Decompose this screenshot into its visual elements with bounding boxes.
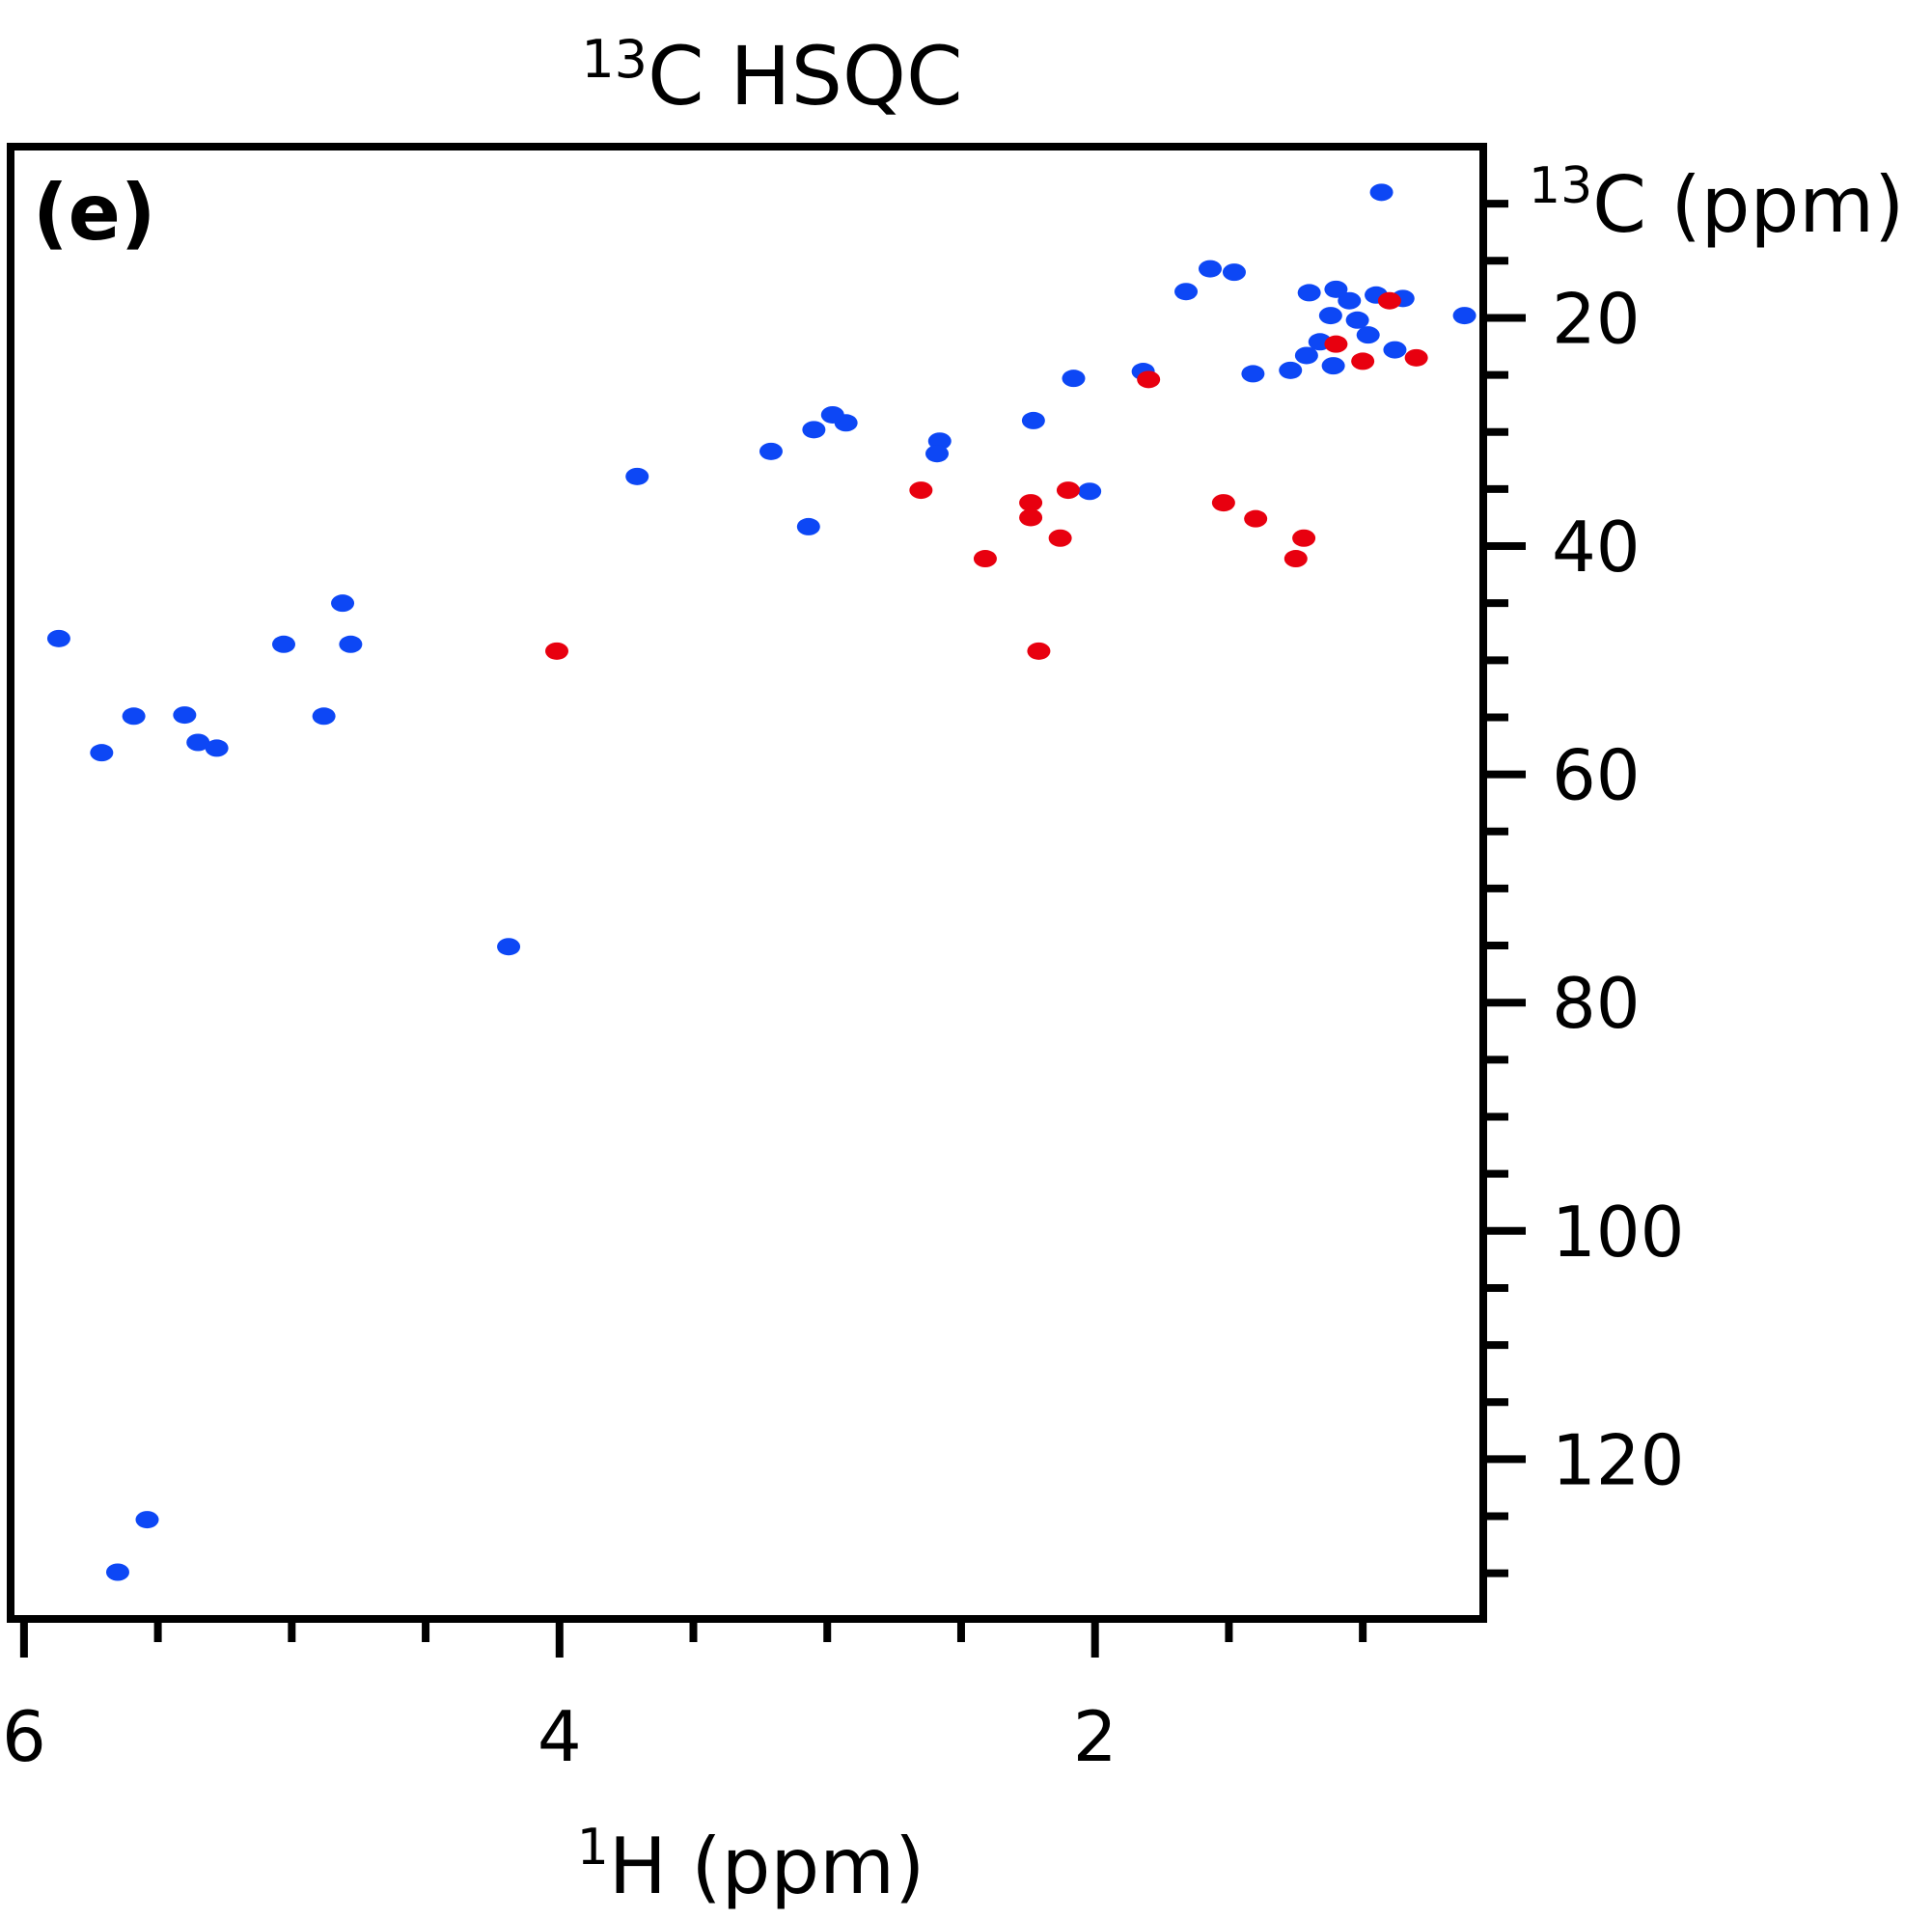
positive-peak (625, 467, 649, 485)
positive-peak (186, 733, 210, 752)
positive-peak (820, 405, 844, 424)
positive-peak (173, 706, 197, 725)
y-axis: 20 40 60 80 100 120 (1483, 200, 1684, 1577)
positive-peak (105, 1563, 129, 1581)
positive-peak (802, 421, 826, 439)
negative-peak (1324, 335, 1348, 353)
negative-peak (1211, 494, 1235, 512)
positive-peak (1021, 411, 1045, 429)
negative-peak (1351, 352, 1375, 370)
positive-peak (1279, 361, 1303, 379)
chart-title-sup: 13 (581, 29, 648, 90)
negative-peak (1019, 494, 1043, 512)
chart-title-main: C HSQC (648, 29, 963, 123)
positive-peak (90, 744, 114, 762)
positive-peak (1369, 183, 1394, 202)
positive-peak (122, 707, 146, 726)
negative-peak (1048, 529, 1072, 547)
negative-peak (1292, 529, 1316, 547)
positive-peak (1062, 370, 1086, 388)
positive-peak (796, 517, 820, 535)
positive-peak (1318, 307, 1342, 325)
positive-peak (497, 938, 521, 956)
panel-label: (e) (33, 168, 155, 258)
chart-title: 13C HSQC (581, 29, 962, 123)
positive-peak (1383, 341, 1407, 359)
positive-peak (1297, 284, 1321, 302)
positive-peak (312, 707, 336, 726)
negative-peak (909, 481, 933, 500)
negative-peak (1283, 550, 1308, 568)
y-axis-label-main: C (ppm) (1592, 160, 1904, 250)
positive-peak (1078, 482, 1102, 501)
positive-peak (331, 594, 355, 613)
positive-peak (925, 445, 949, 463)
negative-peak (1019, 508, 1043, 527)
negative-peak (1056, 481, 1080, 500)
positive-peak (759, 442, 783, 460)
positive-peak (1241, 365, 1265, 383)
negative-peak (1137, 370, 1161, 389)
positive-peak (1356, 326, 1380, 344)
y-tick-label: 100 (1552, 1192, 1684, 1273)
positive-peak (272, 635, 296, 653)
positive-peak (1294, 346, 1318, 365)
positive-peak (1452, 307, 1477, 325)
peaks (46, 183, 1477, 1581)
positive-peak (339, 635, 363, 653)
y-tick-label: 80 (1552, 963, 1641, 1044)
x-tick-label: 2 (1073, 1696, 1118, 1777)
x-axis-label: 1H (ppm) (577, 1819, 925, 1911)
y-tick-label: 20 (1552, 278, 1641, 359)
negative-peak (1027, 642, 1051, 660)
x-tick-label: 6 (2, 1696, 46, 1777)
positive-peak (1324, 280, 1348, 298)
positive-peak (1345, 311, 1369, 329)
y-tick-label: 120 (1552, 1419, 1684, 1500)
positive-peak (205, 739, 229, 757)
positive-peak (1321, 357, 1345, 375)
y-tick-label: 60 (1552, 735, 1641, 816)
y-tick-label: 40 (1552, 507, 1641, 588)
positive-peak (1174, 283, 1199, 301)
negative-peak (545, 642, 569, 660)
positive-peak (1338, 291, 1362, 310)
negative-peak (973, 550, 997, 568)
positive-peak (1222, 263, 1246, 282)
y-axis-label-sup: 13 (1529, 157, 1592, 215)
positive-peak (135, 1511, 159, 1529)
x-tick-label: 4 (538, 1696, 582, 1777)
positive-peak (46, 629, 70, 647)
negative-peak (1377, 291, 1401, 310)
x-axis: 6 4 2 (2, 1619, 1367, 1777)
x-axis-label-sup: 1 (577, 1819, 609, 1877)
x-axis-label-main: H (ppm) (609, 1822, 925, 1911)
y-axis-label: 13C (ppm) (1529, 157, 1904, 250)
negative-peak (1404, 348, 1428, 367)
plot-frame (7, 143, 1487, 1623)
negative-peak (1244, 509, 1268, 528)
positive-peak (1198, 260, 1222, 278)
